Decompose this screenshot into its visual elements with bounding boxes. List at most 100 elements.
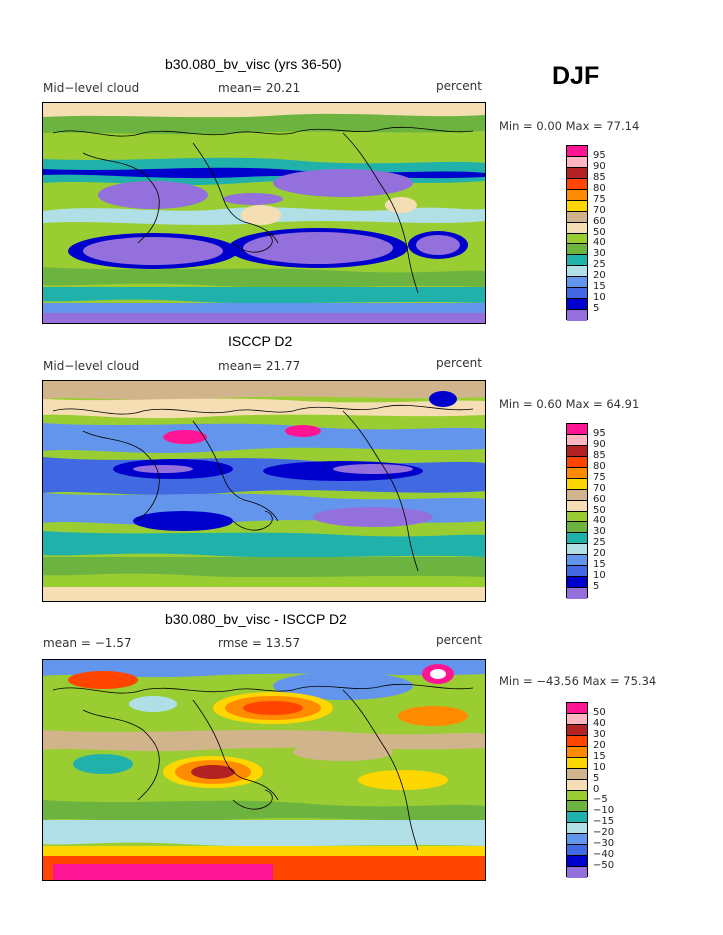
colorbar-tick-label: 25: [593, 537, 606, 549]
colorbar-tick-label: −30: [593, 838, 615, 850]
colorbar-swatch: [567, 845, 587, 857]
colorbar-swatch: [567, 801, 587, 813]
panel2-variable-label: Mid−level cloud: [43, 359, 140, 373]
colorbar-swatch: [567, 233, 587, 245]
colorbar-tick-label: 95: [593, 427, 606, 439]
panel1-map-svg: [43, 103, 485, 323]
colorbar-tick-label: 75: [593, 193, 606, 205]
colorbar-swatch: [567, 867, 587, 878]
colorbar-tick-label: 30: [593, 526, 606, 538]
colorbar-tick-label: −10: [593, 805, 615, 817]
colorbar-tick-label: −50: [593, 860, 615, 872]
panel3-mean-label: mean = −1.57: [43, 636, 132, 650]
colorbar-tick-label: 40: [593, 237, 606, 249]
panel2-colorbar-swatches: [566, 423, 588, 599]
colorbar-tick-label: 30: [593, 248, 606, 260]
colorbar-swatch: [567, 288, 587, 300]
colorbar-tick-label: 20: [593, 270, 606, 282]
colorbar-tick-label: 85: [593, 449, 606, 461]
colorbar-swatch: [567, 566, 587, 578]
colorbar-swatch: [567, 834, 587, 846]
colorbar-tick-label: 40: [593, 515, 606, 527]
panel3-map-svg: [43, 660, 485, 880]
panel3-colorbar-swatches: [566, 702, 588, 878]
colorbar-swatch: [567, 500, 587, 512]
colorbar-tick-label: −40: [593, 849, 615, 861]
colorbar-swatch: [567, 299, 587, 311]
colorbar-swatch: [567, 812, 587, 824]
colorbar-tick-label: 10: [593, 570, 606, 582]
colorbar-tick-label: 80: [593, 460, 606, 472]
colorbar-tick-label: 40: [593, 717, 606, 729]
panel3-units-label: percent: [436, 633, 482, 647]
colorbar-tick-label: 10: [593, 292, 606, 304]
colorbar-swatch: [567, 489, 587, 501]
colorbar-tick-label: −5: [593, 794, 608, 806]
colorbar-tick-label: 15: [593, 559, 606, 571]
colorbar-tick-label: 50: [593, 504, 606, 516]
panel3-minmax: Min = −43.56 Max = 75.34: [499, 674, 657, 688]
colorbar-swatch: [567, 178, 587, 190]
colorbar-swatch: [567, 790, 587, 802]
colorbar-tick-label: −20: [593, 827, 615, 839]
colorbar-tick-label: 70: [593, 204, 606, 216]
colorbar-swatch: [567, 244, 587, 256]
colorbar-swatch: [567, 703, 587, 714]
colorbar-swatch: [567, 277, 587, 289]
colorbar-tick-label: 80: [593, 182, 606, 194]
colorbar-tick-label: 70: [593, 482, 606, 494]
panel2-mean-label: mean= 21.77: [218, 359, 301, 373]
colorbar-swatch: [567, 768, 587, 780]
panel3-rmse-label: rmse = 13.57: [218, 636, 301, 650]
colorbar-swatch: [567, 456, 587, 468]
panel2-title: ISCCP D2: [228, 333, 293, 349]
colorbar-tick-label: 15: [593, 750, 606, 762]
colorbar-swatch: [567, 200, 587, 212]
colorbar-tick-label: 60: [593, 215, 606, 227]
colorbar-swatch: [567, 757, 587, 769]
colorbar-tick-label: 30: [593, 728, 606, 740]
colorbar-swatch: [567, 310, 587, 321]
colorbar-swatch: [567, 424, 587, 435]
colorbar-tick-label: 50: [593, 706, 606, 718]
colorbar-swatch: [567, 478, 587, 490]
panel1-units-label: percent: [436, 79, 482, 93]
colorbar-tick-label: 75: [593, 471, 606, 483]
colorbar-swatch: [567, 533, 587, 545]
colorbar-swatch: [567, 434, 587, 446]
colorbar-tick-label: 5: [593, 772, 600, 784]
colorbar-tick-label: 10: [593, 761, 606, 773]
colorbar-tick-label: 5: [593, 581, 600, 593]
colorbar-tick-label: 20: [593, 739, 606, 751]
colorbar-tick-label: 60: [593, 493, 606, 505]
colorbar-tick-label: 85: [593, 171, 606, 183]
colorbar-tick-label: 0: [593, 783, 600, 795]
colorbar-swatch: [567, 445, 587, 457]
colorbar-tick-label: 20: [593, 548, 606, 560]
colorbar-swatch: [567, 255, 587, 267]
colorbar-tick-label: 90: [593, 160, 606, 172]
panel1-title: b30.080_bv_visc (yrs 36-50): [165, 56, 342, 72]
colorbar-swatch: [567, 823, 587, 835]
colorbar-tick-label: 50: [593, 226, 606, 238]
colorbar-tick-label: 95: [593, 149, 606, 161]
panel1-mean-label: mean= 20.21: [218, 81, 301, 95]
colorbar-swatch: [567, 467, 587, 479]
colorbar-swatch: [567, 522, 587, 534]
colorbar-swatch: [567, 779, 587, 791]
panel2-minmax: Min = 0.60 Max = 64.91: [499, 397, 640, 411]
panel2-map-svg: [43, 381, 485, 601]
colorbar-swatch: [567, 724, 587, 736]
panel1-minmax: Min = 0.00 Max = 77.14: [499, 119, 640, 133]
colorbar-swatch: [567, 735, 587, 747]
colorbar-tick-label: 90: [593, 438, 606, 450]
colorbar-swatch: [567, 511, 587, 523]
season-label: DJF: [552, 62, 600, 90]
colorbar-swatch: [567, 856, 587, 868]
colorbar-tick-label: 15: [593, 281, 606, 293]
colorbar-swatch: [567, 167, 587, 179]
colorbar-swatch: [567, 211, 587, 223]
colorbar-swatch: [567, 577, 587, 589]
colorbar-tick-label: −15: [593, 816, 615, 828]
colorbar-swatch: [567, 156, 587, 168]
